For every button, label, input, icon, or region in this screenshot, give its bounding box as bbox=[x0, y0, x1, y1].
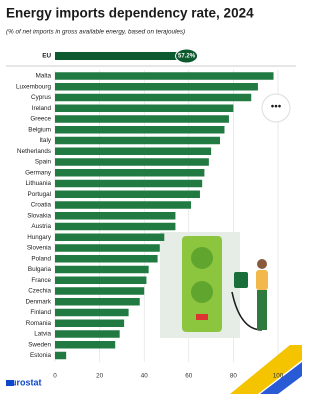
value-label: 57.2% bbox=[178, 54, 196, 60]
plug bbox=[234, 272, 248, 288]
bar bbox=[55, 137, 220, 145]
x-tick-label: 60 bbox=[185, 373, 193, 380]
x-tick-label: 0 bbox=[53, 373, 57, 380]
category-label: Italy bbox=[39, 137, 51, 144]
category-label: Poland bbox=[31, 255, 51, 262]
bar bbox=[55, 309, 129, 317]
category-label: Malta bbox=[36, 73, 52, 80]
menu-dots: ••• bbox=[271, 102, 282, 113]
bar bbox=[55, 148, 211, 156]
bar bbox=[55, 320, 124, 328]
category-label: Slovenia bbox=[27, 245, 52, 252]
category-label: Latvia bbox=[34, 331, 51, 338]
bar bbox=[55, 352, 66, 360]
chart: ••• Energy imports dependency rate, 2024… bbox=[0, 0, 302, 394]
bar bbox=[55, 83, 258, 91]
bar bbox=[55, 244, 160, 252]
category-label: Belgium bbox=[28, 126, 51, 133]
bar bbox=[55, 201, 191, 209]
bar bbox=[55, 72, 274, 80]
category-label: Lithuania bbox=[25, 180, 51, 187]
category-label: France bbox=[31, 277, 51, 284]
person-legs bbox=[257, 290, 267, 330]
person-head bbox=[257, 259, 267, 269]
category-label: Austria bbox=[31, 223, 51, 230]
bar bbox=[55, 94, 251, 102]
bar bbox=[55, 223, 175, 231]
bar bbox=[55, 234, 164, 242]
bar bbox=[55, 266, 149, 274]
category-label: Romania bbox=[26, 320, 52, 327]
person-body bbox=[256, 270, 268, 290]
category-label: Denmark bbox=[25, 298, 51, 305]
category-label: Spain bbox=[35, 159, 52, 166]
chart-title: Energy imports dependency rate, 2024 bbox=[6, 6, 254, 21]
x-tick-label: 40 bbox=[141, 373, 149, 380]
stripe bbox=[230, 345, 302, 394]
category-label: Bulgaria bbox=[28, 266, 52, 273]
bar bbox=[55, 277, 146, 285]
socket bbox=[191, 281, 213, 303]
bar bbox=[55, 287, 144, 295]
bar bbox=[55, 191, 200, 199]
category-label: Czechia bbox=[28, 288, 51, 295]
category-label: Slovakia bbox=[27, 212, 51, 219]
category-label: Portugal bbox=[28, 191, 51, 198]
category-label: Sweden bbox=[28, 341, 51, 348]
bar bbox=[55, 52, 183, 60]
switch bbox=[196, 314, 208, 320]
bar bbox=[55, 255, 158, 263]
category-label: Ireland bbox=[32, 105, 52, 112]
x-tick-label: 20 bbox=[96, 373, 104, 380]
category-label: Greece bbox=[30, 116, 51, 123]
category-label: Luxembourg bbox=[16, 83, 52, 90]
category-label: Hungary bbox=[27, 234, 52, 241]
bar bbox=[55, 298, 140, 306]
bar bbox=[55, 180, 202, 188]
bar bbox=[55, 115, 229, 123]
category-label: Cyprus bbox=[31, 94, 51, 101]
brand: eurostat bbox=[6, 377, 42, 387]
page: {"chart_data": {"type": "bar", "orientat… bbox=[0, 0, 320, 394]
category-label: Croatia bbox=[31, 202, 52, 209]
category-label: Netherlands bbox=[17, 148, 51, 155]
bar bbox=[55, 341, 115, 349]
x-tick-label: 100 bbox=[273, 373, 284, 380]
x-tick-label: 80 bbox=[230, 373, 238, 380]
bar bbox=[55, 169, 204, 177]
category-label: Germany bbox=[25, 169, 52, 176]
bar bbox=[55, 126, 224, 134]
bar bbox=[55, 212, 175, 220]
category-label: Finland bbox=[30, 309, 51, 316]
category-label: EU bbox=[42, 53, 51, 60]
category-label: Estonia bbox=[30, 352, 52, 359]
bar bbox=[55, 158, 209, 166]
bar bbox=[55, 330, 120, 338]
socket bbox=[191, 247, 213, 269]
bar bbox=[55, 105, 233, 113]
chart-subtitle: (% of net imports in gross available ene… bbox=[6, 29, 185, 36]
